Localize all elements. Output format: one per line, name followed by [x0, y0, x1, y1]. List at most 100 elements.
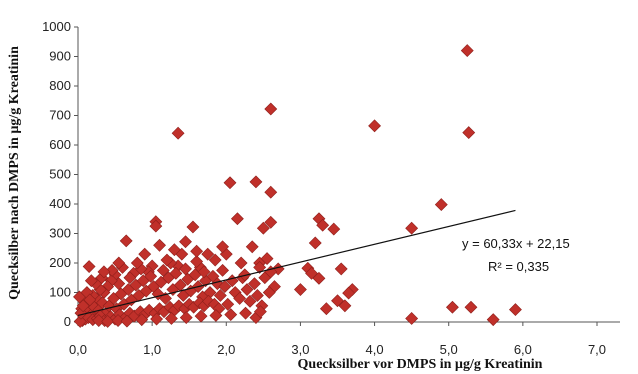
data-point [130, 256, 144, 270]
data-point [445, 300, 459, 314]
data-point [331, 294, 344, 308]
data-point [164, 312, 178, 325]
data-point [243, 294, 257, 308]
trendline-equation: y = 60,33x + 22,15 [462, 236, 570, 251]
data-point [112, 256, 126, 270]
x-tick-label: 5,0 [440, 342, 458, 357]
data-point [190, 244, 204, 258]
x-tick-label: 6,0 [514, 342, 532, 357]
data-point [486, 313, 500, 327]
data-point [264, 185, 278, 199]
data-point [197, 265, 211, 279]
data-point [312, 271, 326, 285]
data-point [316, 218, 330, 232]
data-point [73, 314, 87, 328]
data-point [238, 268, 252, 282]
data-point [97, 265, 111, 279]
data-point [305, 266, 318, 280]
data-point [82, 260, 96, 273]
y-tick-label: 700 [49, 108, 71, 123]
data-point [201, 247, 215, 261]
y-axis-title-group: Quecksilber nach DMPS in µg/g Kreatinin [7, 46, 22, 300]
data-point [462, 126, 476, 140]
r-squared: R² = 0,335 [488, 259, 549, 274]
data-point [83, 293, 97, 307]
x-tick-label: 4,0 [366, 342, 384, 357]
data-point [253, 305, 267, 319]
y-tick-label: 300 [49, 226, 71, 241]
data-point [334, 262, 348, 276]
data-point [223, 176, 237, 190]
data-point [156, 263, 170, 277]
data-point [253, 261, 267, 274]
data-point [308, 236, 322, 250]
y-tick-label: 600 [49, 137, 71, 152]
data-point [405, 221, 419, 235]
data-point [256, 221, 270, 235]
data-point [218, 280, 232, 294]
x-axis-title: Quecksilber vor DMPS in µg/g Kreatinin [298, 357, 543, 372]
x-tick-labels: 0,0 1,0 2,0 3,0 4,0 5,0 6,0 7,0 [69, 322, 606, 357]
y-tick-labels: 0 100 200 300 400 500 600 700 800 900 1000 [42, 19, 78, 329]
y-tick-label: 1000 [42, 19, 71, 34]
x-tick-label: 1,0 [143, 342, 161, 357]
data-point [138, 247, 152, 261]
data-point [245, 240, 259, 254]
x-tick-label: 7,0 [588, 342, 606, 357]
data-point [434, 198, 448, 212]
data-point [264, 102, 278, 116]
data-point [319, 302, 333, 316]
data-point [509, 303, 522, 317]
data-point [153, 238, 166, 252]
data-point [216, 263, 230, 277]
data-point [120, 314, 134, 328]
data-point [405, 312, 419, 325]
data-point [209, 309, 223, 322]
data-points [73, 44, 522, 328]
x-tick-label: 0,0 [69, 342, 87, 357]
data-point [119, 234, 133, 248]
data-point [264, 215, 278, 229]
trendline [77, 209, 516, 317]
data-point [240, 283, 254, 296]
x-tick-label: 2,0 [217, 342, 235, 357]
y-tick-label: 500 [49, 167, 71, 182]
data-point [216, 240, 230, 254]
data-point [190, 255, 204, 268]
data-point [150, 312, 164, 326]
data-point [186, 220, 200, 234]
data-point [249, 175, 263, 189]
data-point [224, 308, 238, 322]
data-point [338, 299, 352, 313]
data-point [260, 252, 274, 265]
data-point [149, 219, 163, 233]
data-point [221, 297, 235, 311]
data-point [368, 119, 381, 133]
data-point [169, 266, 183, 280]
data-point [92, 314, 106, 327]
data-point [76, 299, 90, 313]
data-point [105, 263, 119, 277]
data-point [208, 253, 222, 267]
data-point [234, 256, 248, 270]
data-point [342, 286, 356, 300]
data-point [167, 243, 181, 257]
data-point [179, 262, 192, 276]
data-point [194, 309, 208, 323]
data-point [239, 306, 252, 320]
data-point [171, 126, 185, 140]
data-point [464, 300, 478, 314]
data-point [251, 289, 264, 302]
data-point [135, 313, 149, 327]
y-tick-label: 400 [49, 196, 71, 211]
data-point [230, 212, 244, 226]
x-tick-label: 3,0 [291, 342, 309, 357]
data-point [213, 289, 227, 302]
data-point [294, 283, 307, 296]
y-tick-label: 0 [64, 314, 71, 329]
data-point [248, 277, 261, 291]
data-point [179, 235, 192, 249]
data-point [327, 222, 341, 236]
data-point [123, 271, 137, 285]
